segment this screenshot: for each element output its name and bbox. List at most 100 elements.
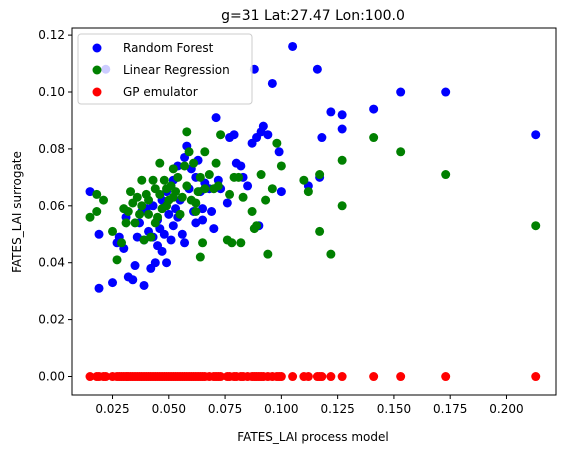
y-tick-label-5: 0.10 [38,85,65,99]
point-series-1-13 [133,193,142,202]
point-series-1-5 [113,255,122,264]
point-series-1-64 [236,238,245,247]
point-series-1-4 [108,227,117,236]
point-series-1-12 [131,218,140,227]
point-series-1-83 [396,147,405,156]
x-tick-label-2: 0.075 [208,402,242,416]
x-axis-ticks: 0.025 0.050 0.075 0.100 0.125 0.150 0.175 0.200 [95,395,523,416]
y-tick-label-3: 0.06 [38,199,65,213]
point-series-1-39 [178,193,187,202]
point-series-1-37 [173,173,182,182]
point-series-0-82 [338,110,347,119]
point-series-0-73 [268,79,277,88]
point-series-0-87 [531,130,540,139]
y-tick-label-2: 0.04 [38,256,65,270]
point-series-0-29 [162,258,171,267]
point-series-1-82 [369,133,378,142]
point-series-1-15 [137,176,146,185]
point-series-2-76 [338,372,347,381]
point-series-1-69 [257,170,266,179]
point-series-1-54 [205,170,214,179]
point-series-2-79 [441,372,450,381]
point-series-1-34 [169,164,178,173]
legend: Random Forest Linear Regression GP emulato… [78,34,252,104]
point-series-0-72 [263,130,272,139]
point-series-1-63 [234,173,243,182]
point-series-0-63 [236,161,245,170]
point-series-1-22 [149,176,158,185]
point-series-1-60 [225,190,234,199]
point-series-1-25 [153,213,162,222]
legend-marker-1 [93,66,102,75]
point-series-0-84 [369,105,378,114]
point-series-1-84 [441,170,450,179]
point-series-2-69 [288,372,297,381]
point-series-1-51 [198,238,207,247]
point-series-0-61 [230,130,239,139]
point-series-0-76 [288,42,297,51]
point-series-1-66 [248,207,257,216]
point-series-0-51 [198,216,207,225]
point-series-1-50 [196,173,205,182]
point-series-1-57 [214,181,223,190]
point-series-1-45 [189,159,198,168]
point-series-0-32 [167,235,176,244]
x-tick-label-7: 0.200 [489,402,523,416]
point-series-1-42 [182,181,191,190]
point-series-0-74 [275,147,284,156]
legend-label-1: Linear Regression [123,63,230,77]
legend-label-0: Random Forest [123,41,214,55]
point-series-1-73 [272,139,281,148]
point-series-2-68 [277,372,286,381]
point-series-1-38 [176,210,185,219]
point-series-0-1 [95,230,104,239]
y-tick-label-1: 0.02 [38,313,65,327]
point-series-1-20 [144,196,153,205]
point-series-1-9 [124,207,133,216]
point-series-1-79 [326,250,335,259]
point-series-1-58 [216,130,225,139]
point-series-2-71 [304,372,313,381]
x-tick-label-4: 0.125 [320,402,354,416]
point-series-1-3 [99,196,108,205]
point-series-1-49 [196,253,205,262]
point-series-0-41 [180,238,189,247]
x-tick-label-1: 0.050 [152,402,186,416]
point-series-0-39 [178,230,187,239]
chart-title: g=31 Lat:27.47 Lon:100.0 [221,8,405,24]
point-series-1-41 [182,127,191,136]
point-series-0-65 [243,181,252,190]
point-series-1-80 [338,201,347,210]
point-series-0-80 [317,133,326,142]
point-series-1-77 [315,227,324,236]
point-series-0-11 [131,261,140,270]
point-series-2-74 [317,372,326,381]
point-series-0-59 [223,198,232,207]
point-series-0-54 [207,207,216,216]
point-series-1-27 [155,159,164,168]
point-series-0-27 [158,247,167,256]
point-series-1-8 [122,218,131,227]
y-axis-label: FATES_LAI surrogate [10,151,24,273]
point-series-1-85 [531,221,540,230]
point-series-1-76 [304,187,313,196]
point-series-0-2 [95,284,104,293]
y-tick-label-4: 0.08 [38,142,65,156]
x-tick-label-0: 0.025 [95,402,129,416]
point-series-0-10 [128,275,137,284]
point-series-0-75 [277,187,286,196]
point-series-0-56 [212,113,221,122]
legend-marker-0 [93,44,102,53]
y-tick-label-0: 0.00 [38,370,65,384]
point-series-1-21 [146,233,155,242]
point-series-0-15 [140,281,149,290]
point-series-1-65 [239,193,248,202]
y-axis-ticks: 0.000.020.040.060.080.100.12 [38,28,72,383]
x-tick-label-3: 0.100 [264,402,298,416]
point-series-2-78 [396,372,405,381]
point-series-0-78 [313,65,322,74]
point-series-0-85 [396,88,405,97]
point-series-0-83 [338,125,347,134]
point-series-1-61 [227,238,236,247]
